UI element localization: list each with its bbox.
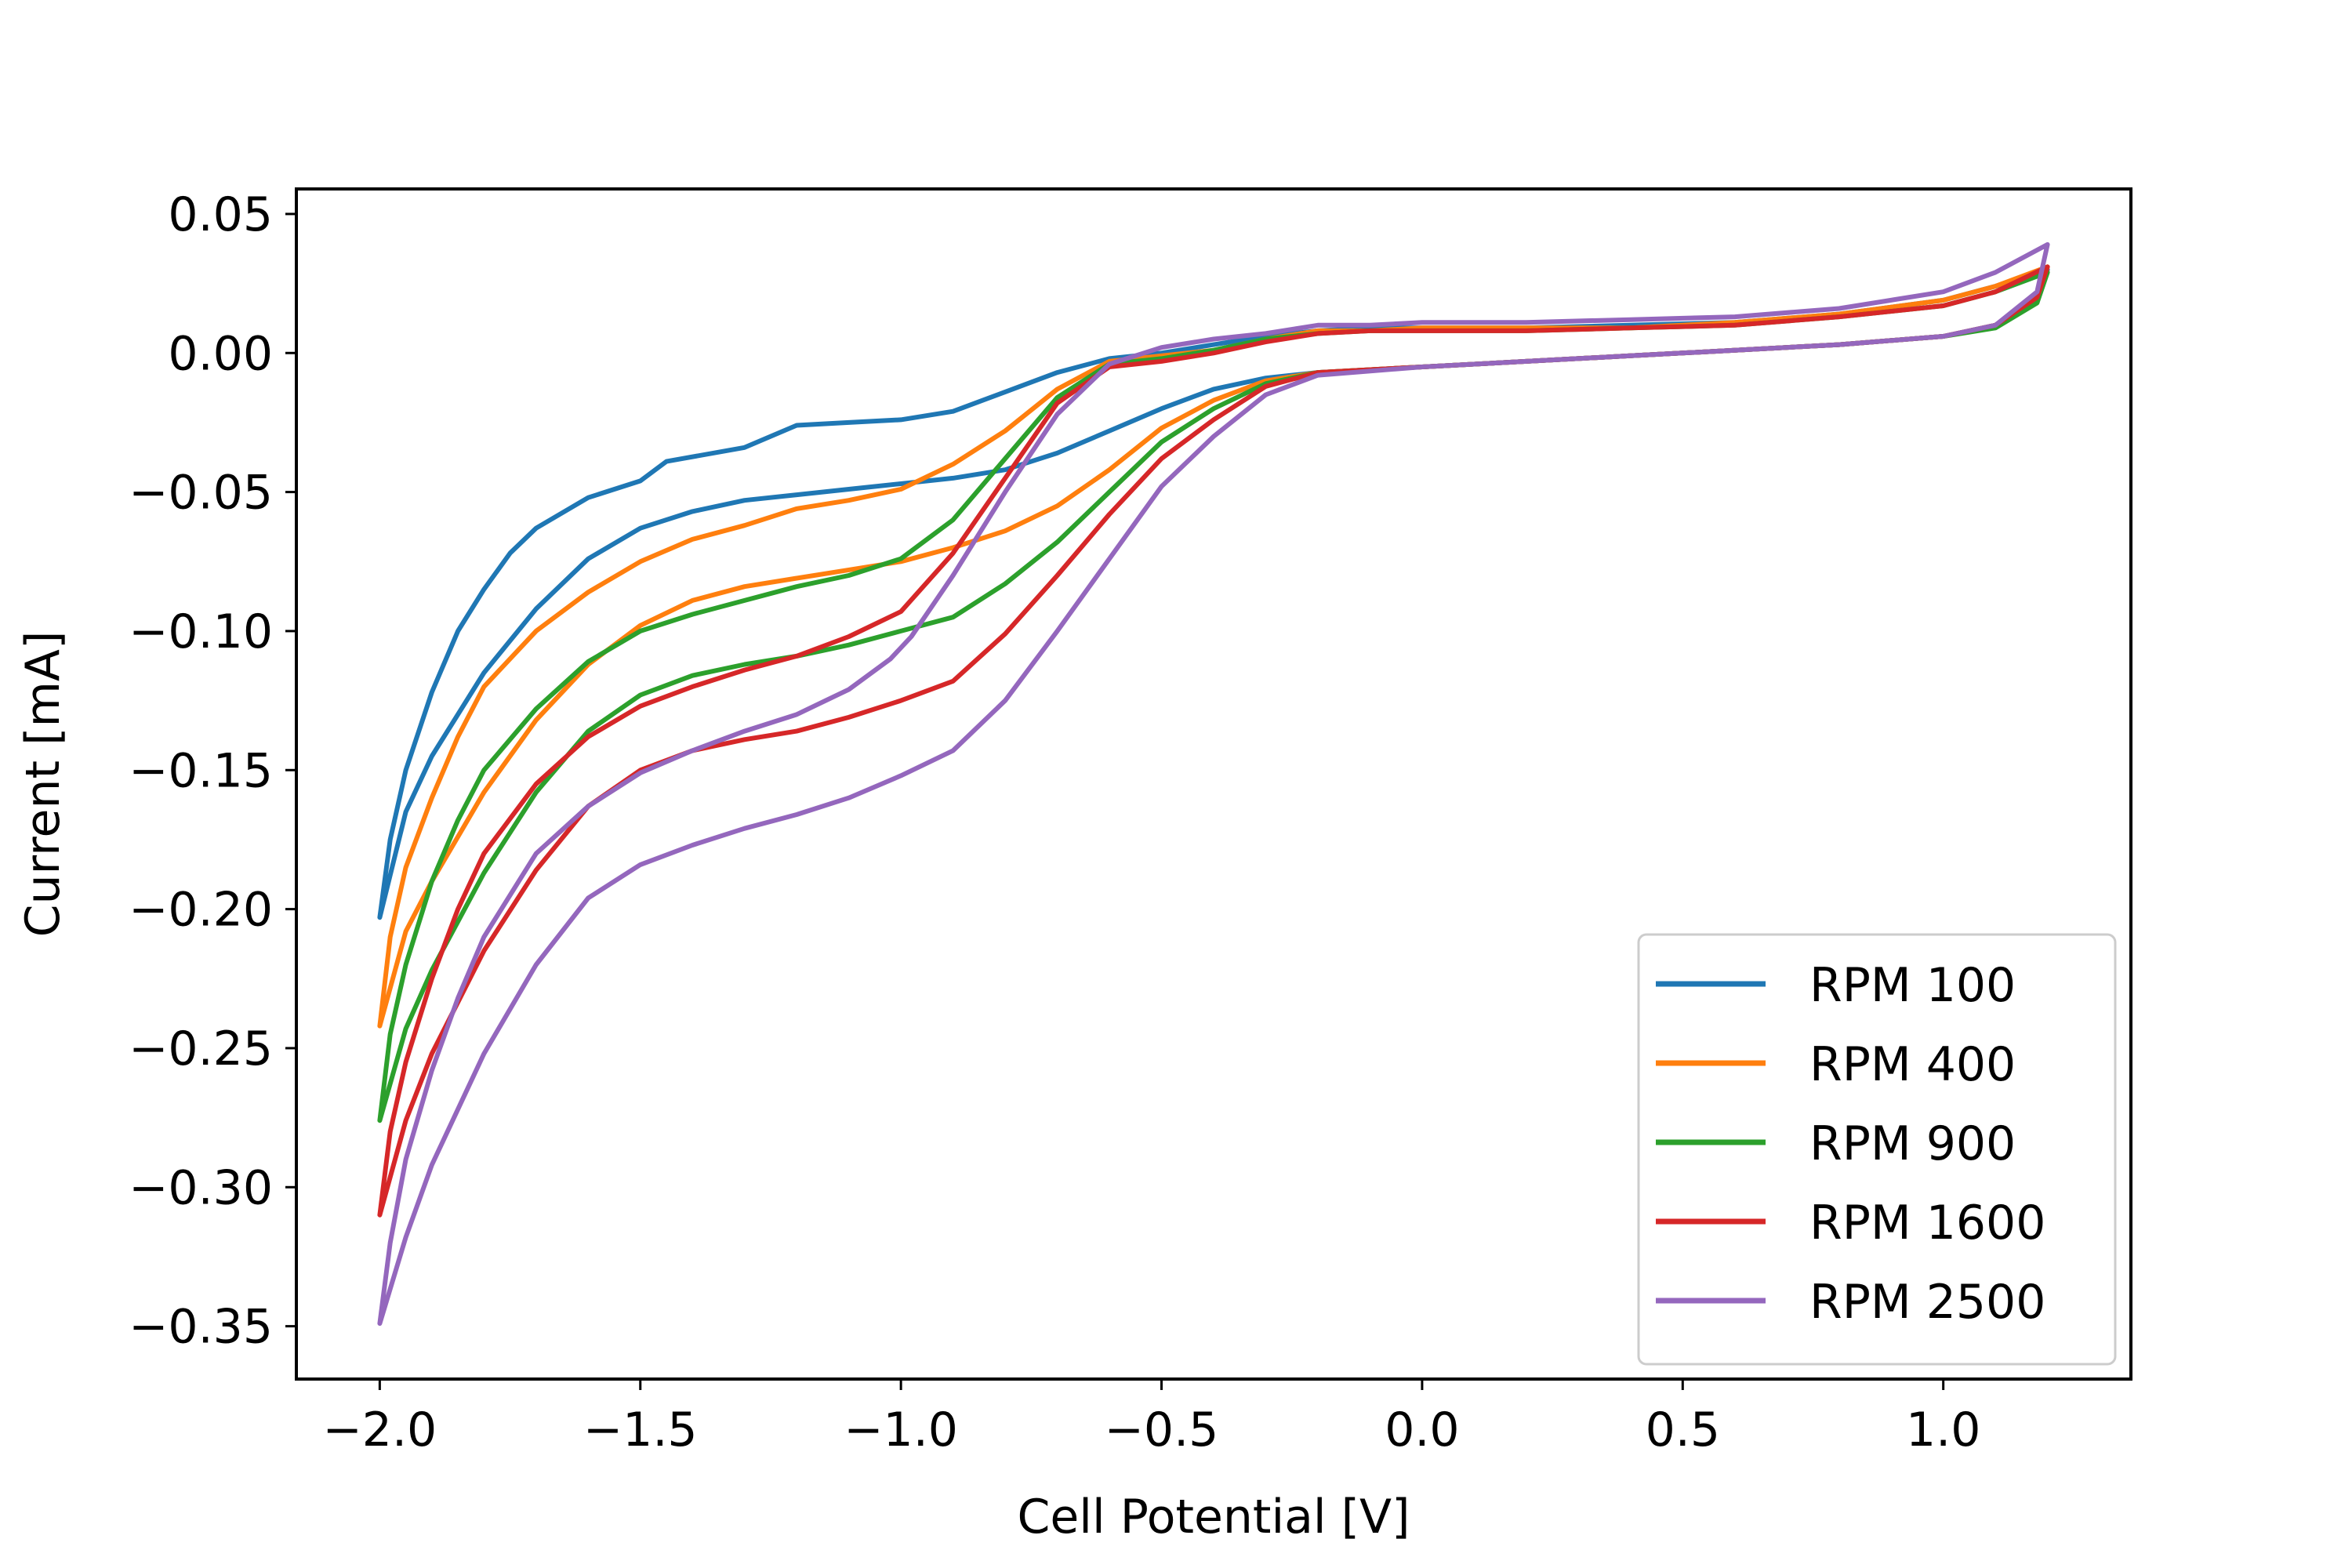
y-tick-label: −0.20	[129, 883, 273, 938]
y-tick-label: 0.00	[168, 326, 273, 381]
series-line-rpm-1600	[377, 264, 2050, 1218]
x-tick-label: 0.5	[1646, 1403, 1720, 1457]
y-tick-label: 0.05	[168, 187, 273, 242]
y-tick-label: −0.30	[129, 1160, 273, 1215]
x-tick-label: 0.0	[1385, 1403, 1459, 1457]
y-tick-label: −0.10	[129, 604, 273, 659]
y-axis-ticks: 0.05 0.00 −0.05 −0.10 −0.15 −0.20 −0.25 −0.30 −0…	[129, 187, 296, 1355]
legend-label: RPM 900	[1809, 1116, 2016, 1171]
x-tick-label: −1.5	[583, 1403, 698, 1457]
plot-frame	[295, 187, 2132, 1381]
x-tick-label: −0.5	[1105, 1403, 1219, 1457]
legend-label: RPM 400	[1809, 1037, 2016, 1092]
legend-label: RPM 2500	[1809, 1275, 2045, 1330]
series-line-rpm-400	[377, 264, 2050, 1029]
series-line-rpm-2500	[377, 241, 2050, 1327]
legend-label: RPM 1600	[1809, 1196, 2045, 1250]
plot-lines	[377, 241, 2050, 1327]
x-axis-ticks: −2.0 −1.5 −1.0 −0.5 0.0 0.5 1.0	[323, 1379, 1980, 1457]
x-tick-label: −2.0	[323, 1403, 437, 1457]
x-tick-label: 1.0	[1906, 1403, 1980, 1457]
y-axis-label: Current [mA]	[16, 631, 71, 938]
x-tick-label: −1.0	[844, 1403, 958, 1457]
y-tick-label: −0.05	[129, 466, 273, 521]
legend: RPM 100 RPM 400 RPM 900 RPM 1600 RPM 2500	[1637, 933, 2117, 1366]
y-tick-label: −0.15	[129, 743, 273, 798]
y-tick-label: −0.35	[129, 1300, 273, 1355]
legend-box	[1637, 933, 2117, 1366]
x-axis-label: Cell Potential [V]	[1017, 1490, 1410, 1544]
legend-label: RPM 100	[1809, 958, 2016, 1013]
y-tick-label: −0.25	[129, 1022, 273, 1076]
